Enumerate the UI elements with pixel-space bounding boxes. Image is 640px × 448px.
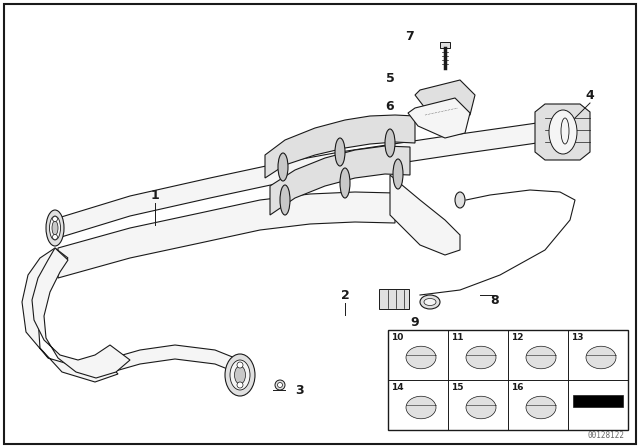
Ellipse shape [549,110,577,154]
Ellipse shape [49,216,61,240]
Polygon shape [440,42,450,48]
Text: 13: 13 [571,333,584,342]
Ellipse shape [406,346,436,369]
Circle shape [52,216,58,221]
FancyBboxPatch shape [379,289,409,309]
Text: 12: 12 [511,333,524,342]
Ellipse shape [340,168,350,198]
Ellipse shape [385,129,395,157]
Text: 4: 4 [586,89,595,102]
Polygon shape [22,248,118,382]
Polygon shape [270,146,410,215]
Ellipse shape [424,298,436,306]
Ellipse shape [46,210,64,246]
Ellipse shape [52,221,58,235]
Ellipse shape [558,112,572,150]
Bar [388,330,628,430]
Ellipse shape [466,396,496,419]
Text: 5: 5 [386,72,394,85]
Ellipse shape [335,138,345,166]
Circle shape [275,380,285,390]
Ellipse shape [466,346,496,369]
Polygon shape [265,115,415,178]
Circle shape [237,382,243,388]
Text: 8: 8 [491,293,499,306]
Ellipse shape [393,159,403,189]
Ellipse shape [526,346,556,369]
Ellipse shape [278,153,288,181]
Text: 00128122: 00128122 [588,431,625,440]
Ellipse shape [455,192,465,208]
Ellipse shape [230,360,250,390]
Circle shape [52,234,58,240]
Ellipse shape [234,366,246,384]
Text: 10: 10 [391,333,403,342]
Text: 3: 3 [296,383,304,396]
Text: 11: 11 [451,333,463,342]
Text: 7: 7 [406,30,414,43]
Text: 2: 2 [340,289,349,302]
Ellipse shape [406,396,436,419]
Text: 16: 16 [511,383,524,392]
Ellipse shape [420,295,440,309]
Ellipse shape [225,354,255,396]
Polygon shape [415,80,475,120]
Circle shape [278,383,282,388]
Polygon shape [105,345,245,386]
Ellipse shape [526,396,556,419]
Polygon shape [408,98,470,138]
Polygon shape [58,118,570,238]
Text: 6: 6 [386,99,394,112]
Polygon shape [58,192,395,278]
Text: 1: 1 [150,189,159,202]
Ellipse shape [280,185,290,215]
Text: 9: 9 [411,315,419,328]
Polygon shape [535,104,590,160]
Polygon shape [390,175,460,255]
Text: 14: 14 [391,383,404,392]
Circle shape [237,362,243,368]
Text: 15: 15 [451,383,463,392]
Polygon shape [32,248,130,378]
Ellipse shape [586,346,616,369]
Ellipse shape [561,118,569,144]
Bar [573,395,623,407]
